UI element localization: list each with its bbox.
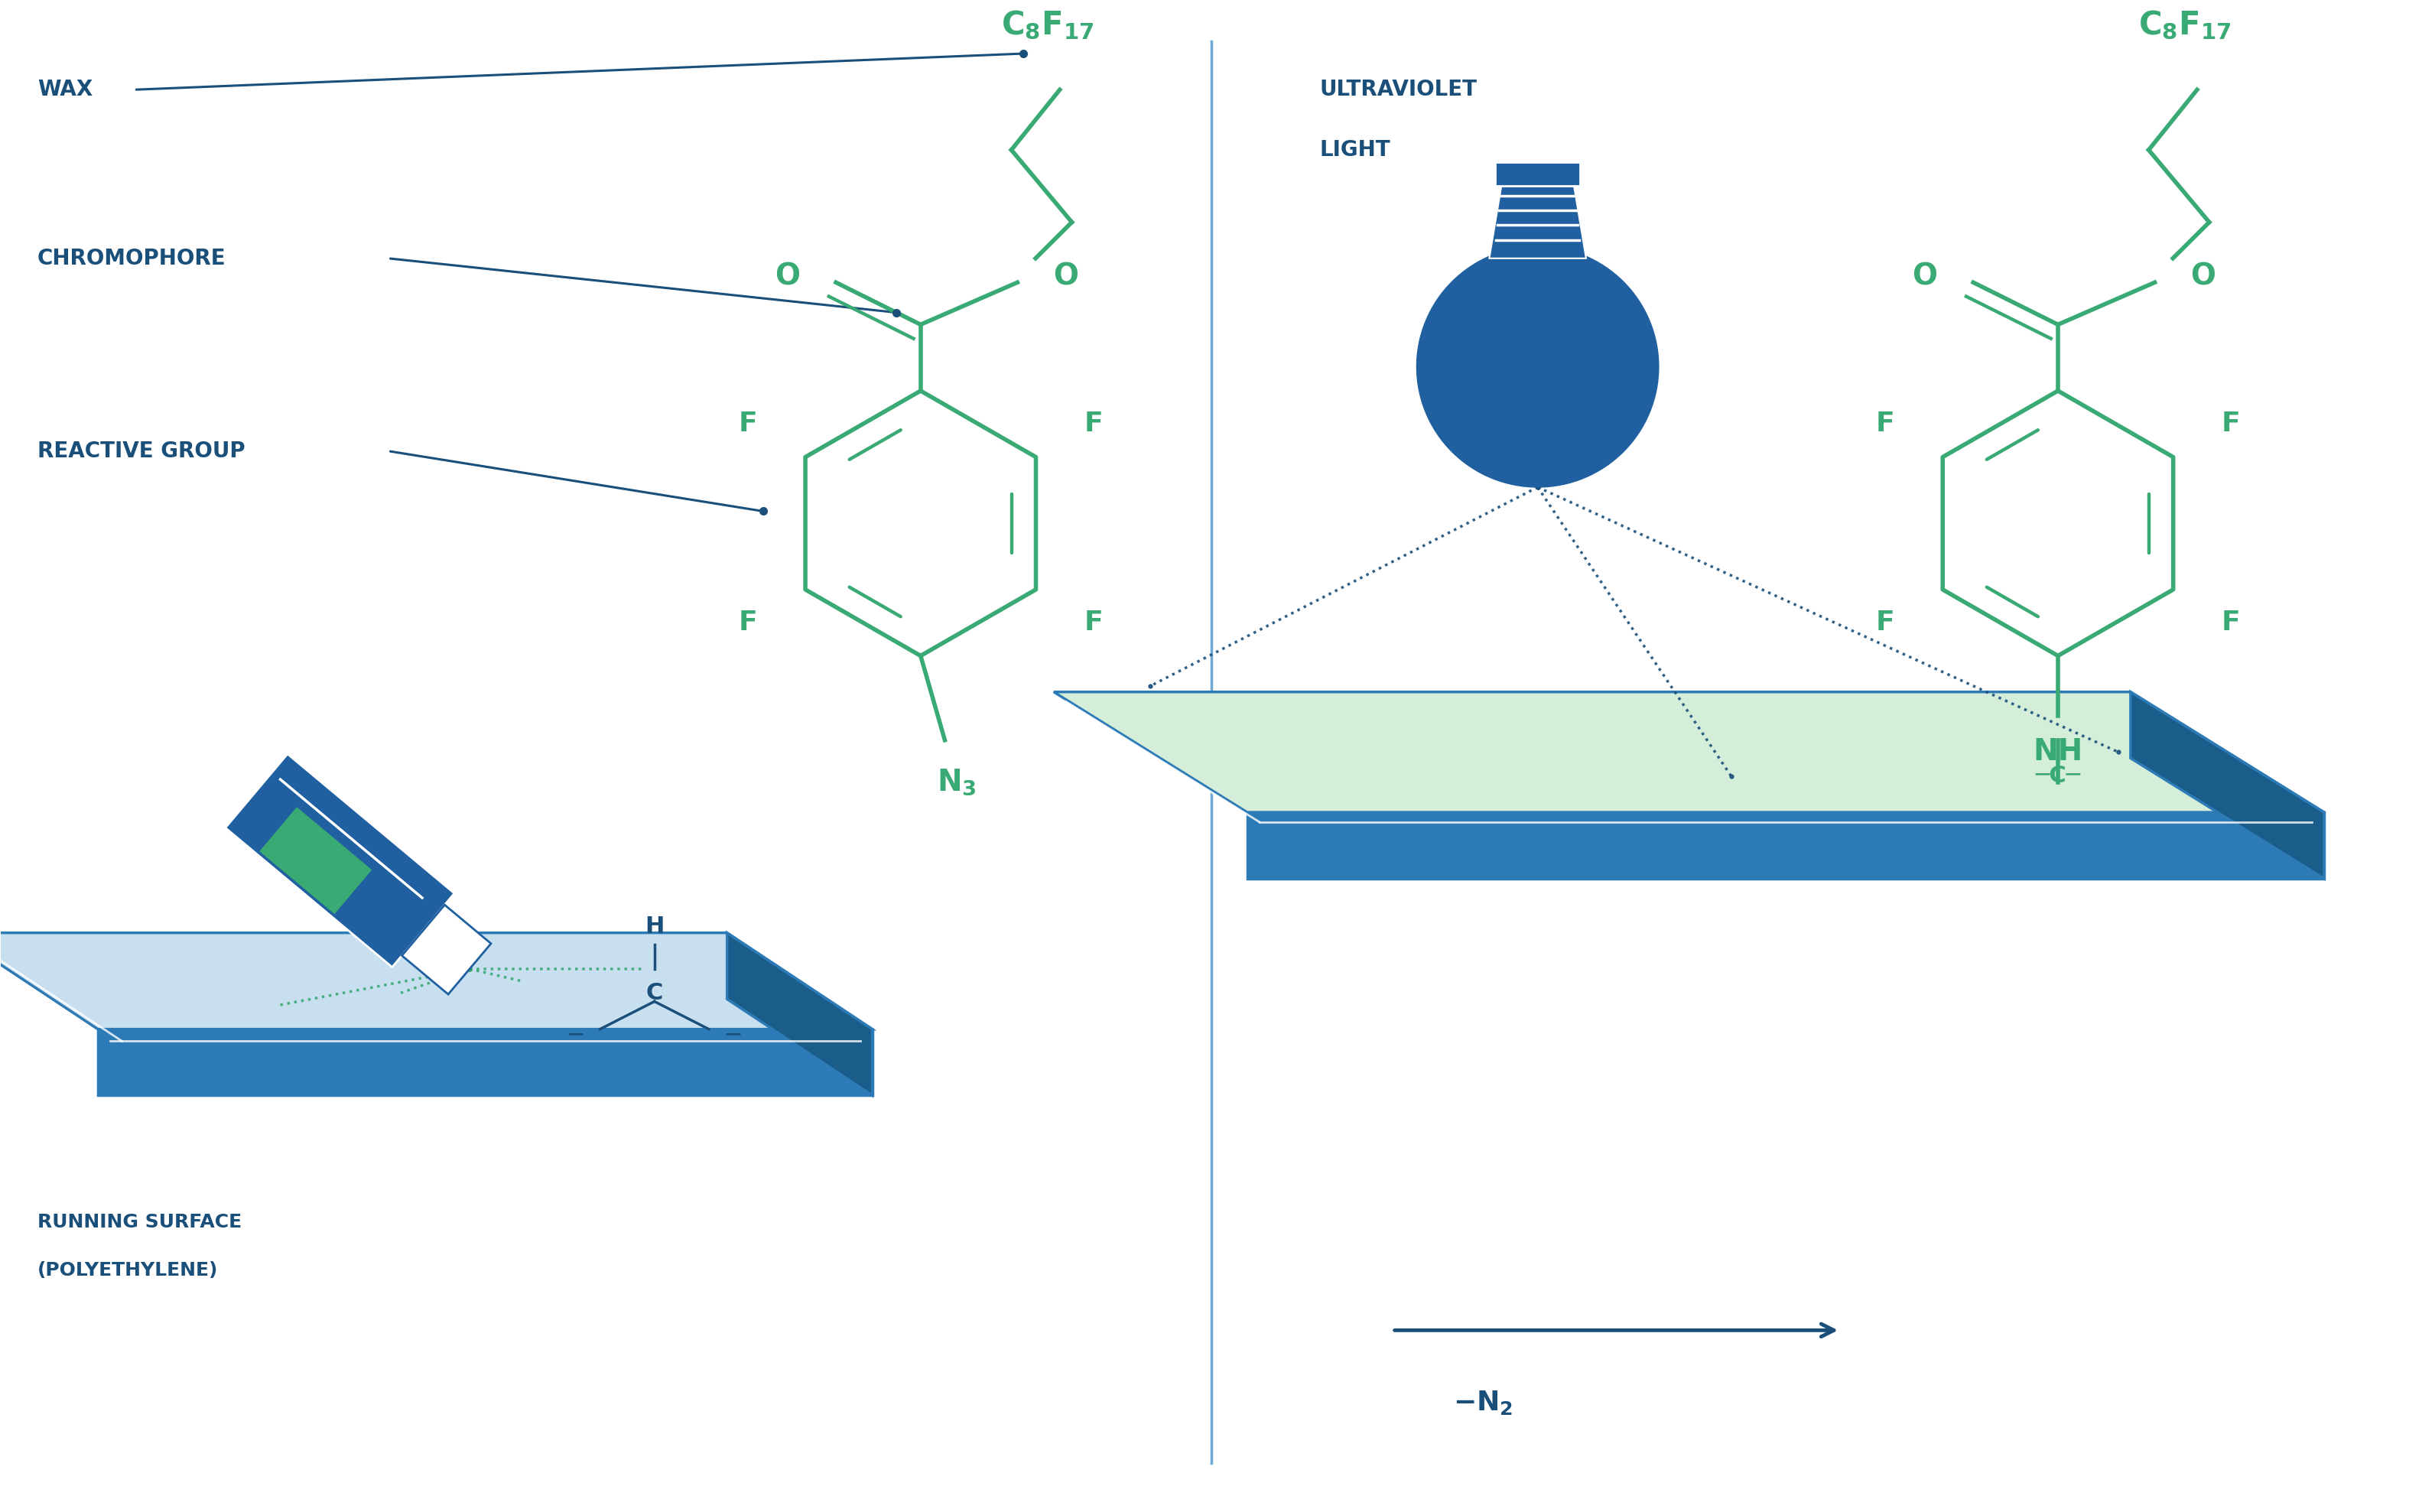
Text: F: F [1085,609,1102,635]
Polygon shape [1494,162,1579,186]
Text: $\mathbf{N_3}$: $\mathbf{N_3}$ [937,768,976,797]
Text: O: O [1054,262,1078,290]
Text: LIGHT: LIGHT [1320,139,1390,160]
Text: F: F [1085,411,1102,437]
Text: CHROMOPHORE: CHROMOPHORE [36,248,225,269]
Text: H: H [644,916,664,937]
Text: ─: ─ [727,1024,741,1046]
Polygon shape [1490,186,1586,259]
Text: F: F [2221,411,2240,437]
Text: $\mathbf{-N_2}$: $\mathbf{-N_2}$ [1453,1390,1514,1417]
Circle shape [1417,246,1659,487]
Text: ─C─: ─C─ [2034,765,2080,788]
Text: WAX: WAX [36,79,92,100]
Text: F: F [2221,609,2240,635]
Text: F: F [1875,411,1894,437]
Polygon shape [1247,812,2325,878]
Text: $\mathbf{C_8F_{17}}$: $\mathbf{C_8F_{17}}$ [2139,9,2231,41]
Polygon shape [225,754,455,968]
Polygon shape [727,933,872,1095]
Text: ─: ─ [569,1024,584,1046]
Polygon shape [2131,692,2325,878]
Polygon shape [402,904,492,995]
Text: O: O [2189,262,2216,290]
Text: RUNNING SURFACE: RUNNING SURFACE [36,1213,242,1231]
Text: F: F [739,411,758,437]
Text: F: F [1875,609,1894,635]
Text: NH: NH [2032,738,2083,767]
Text: C: C [647,981,664,1004]
Polygon shape [1054,692,2325,812]
Polygon shape [0,933,872,1030]
Polygon shape [259,807,373,915]
Text: O: O [1913,262,1938,290]
Text: O: O [775,262,799,290]
Text: REACTIVE GROUP: REACTIVE GROUP [36,440,245,461]
Text: ULTRAVIOLET: ULTRAVIOLET [1320,79,1477,100]
Text: F: F [739,609,758,635]
Text: (POLYETHYLENE): (POLYETHYLENE) [36,1261,218,1279]
Text: $\mathbf{C_8F_{17}}$: $\mathbf{C_8F_{17}}$ [1000,9,1095,41]
Polygon shape [97,1030,872,1095]
